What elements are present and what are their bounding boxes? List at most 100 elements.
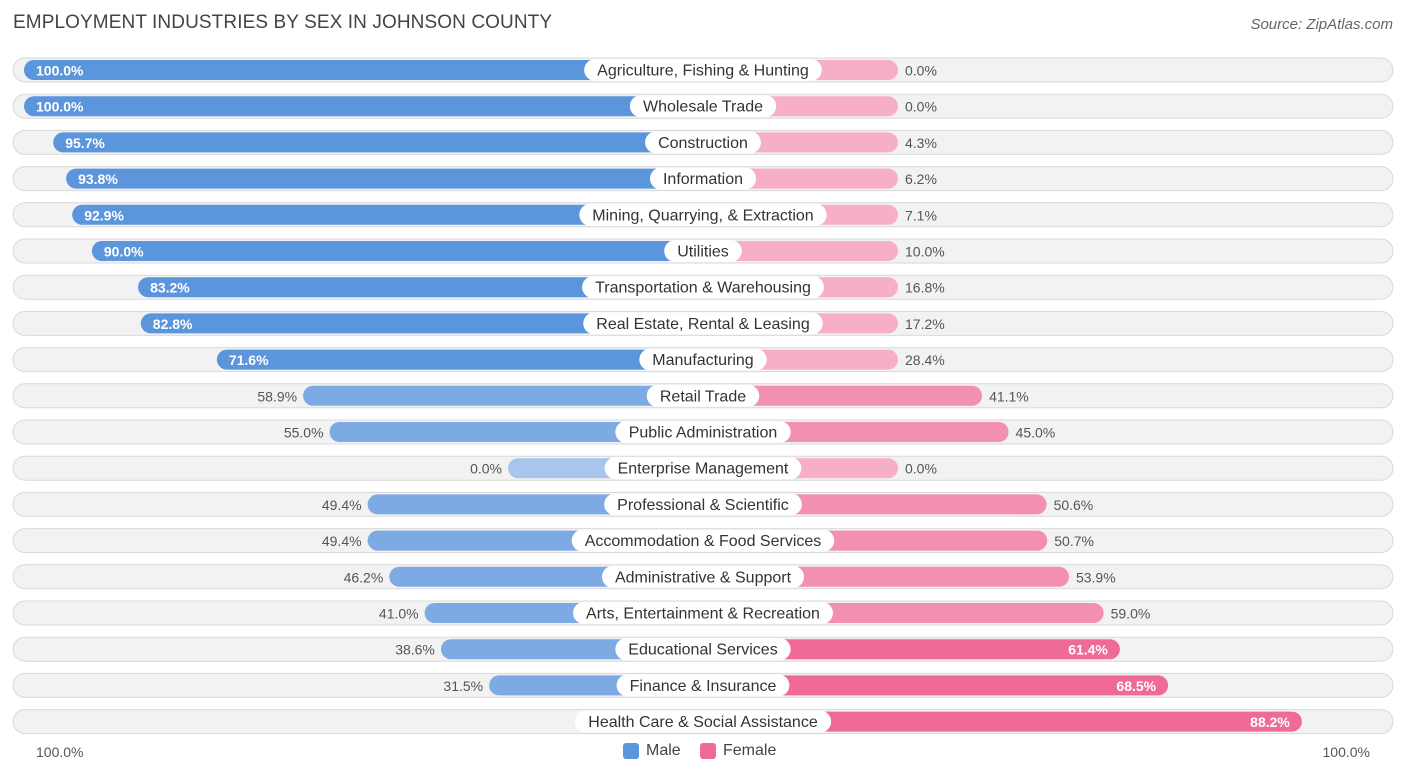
bar-male[interactable] <box>91 241 703 261</box>
chart-row: 55.0% 45.0% Public Administration <box>12 419 1394 445</box>
data-label-female: 88.2% <box>1250 714 1290 730</box>
data-label-male: 100.0% <box>36 99 84 115</box>
data-label-female: 7.1% <box>905 207 937 223</box>
chart-row: 11.8%88.2%Health Care & Social Assistanc… <box>12 709 1394 735</box>
data-label-male: 0.0% <box>470 461 502 477</box>
bar-male[interactable] <box>216 349 703 370</box>
chart-row: 90.0% 10.0% Utilities <box>12 238 1394 264</box>
chart-row: 0.0% 0.0% Enterprise Management <box>12 455 1394 481</box>
legend-female[interactable]: Female <box>700 742 776 760</box>
data-label-female: 61.4% <box>1068 642 1108 658</box>
category-pill <box>616 674 790 697</box>
bar-female[interactable] <box>703 711 1302 732</box>
data-label-male: 49.4% <box>322 533 362 549</box>
chart-row: 38.6% 61.4% Educational Services <box>12 636 1394 662</box>
chart-row: 49.4% 50.7% Accommodation & Food Services <box>12 528 1394 554</box>
bar-male[interactable] <box>72 204 704 225</box>
bar-female[interactable] <box>703 385 983 406</box>
bar-male[interactable] <box>66 168 703 189</box>
category-pill <box>601 565 805 588</box>
category-pill <box>579 203 827 226</box>
category-label: Mining, Quarrying, & Extraction <box>592 207 813 224</box>
axis-right-label: 100.0% <box>1322 744 1370 760</box>
data-label-female: 16.8% <box>905 280 945 296</box>
chart-row: 58.9% 41.1% Retail Trade <box>12 383 1394 409</box>
bar-male[interactable] <box>303 385 703 406</box>
data-label-female: 0.0% <box>905 461 937 477</box>
legend: Male Female <box>0 742 1406 764</box>
legend-male[interactable]: Male <box>623 742 681 760</box>
category-label: Utilities <box>677 244 729 261</box>
chart-row: 31.5% 68.5% Finance & Insurance <box>12 672 1394 698</box>
category-pill <box>573 602 833 624</box>
category-pill <box>646 384 760 407</box>
chart-row: 92.9% 7.1% Mining, Quarrying, & Extraction <box>12 202 1394 228</box>
bar-male[interactable] <box>53 132 703 153</box>
data-label-female: 59.0% <box>1111 606 1151 622</box>
category-pill <box>639 348 767 371</box>
category-label: Manufacturing <box>652 352 753 369</box>
category-label: Construction <box>658 135 748 152</box>
chart-row: 49.4% 50.6% Professional & Scientific <box>12 491 1394 517</box>
category-label: Retail Trade <box>660 388 746 405</box>
data-label-male: 31.5% <box>443 678 483 694</box>
category-pill <box>664 240 742 262</box>
category-label: Educational Services <box>628 642 777 659</box>
category-pill <box>615 638 791 661</box>
data-label-male: 49.4% <box>322 497 362 513</box>
data-label-female: 28.4% <box>905 352 945 368</box>
category-label: Public Administration <box>629 425 778 442</box>
chart-row: 100.0% 0.0% Wholesale Trade <box>12 93 1394 119</box>
data-label-male: 58.9% <box>257 388 297 404</box>
bar-male[interactable] <box>24 96 703 117</box>
category-pill <box>584 59 822 81</box>
bar-female[interactable] <box>703 241 898 261</box>
category-label: Professional & Scientific <box>617 497 789 514</box>
data-label-female: 17.2% <box>905 316 945 332</box>
data-label-male: 93.8% <box>78 171 118 187</box>
category-pill <box>574 710 832 733</box>
diverging-bar-chart: 100.0% 0.0% Agriculture, Fishing & Hunting… <box>12 57 1394 735</box>
chart-row: 71.6% 28.4% Manufacturing <box>12 347 1394 373</box>
chart-row: 100.0% 0.0% Agriculture, Fishing & Hunting <box>12 57 1394 83</box>
bar-male[interactable] <box>140 313 704 334</box>
bar-male[interactable] <box>24 60 703 80</box>
data-label-female: 45.0% <box>1016 425 1056 441</box>
category-label: Agriculture, Fishing & Hunting <box>597 63 809 80</box>
bar-female[interactable] <box>703 639 1120 660</box>
category-pill <box>604 493 802 516</box>
category-label: Enterprise Management <box>618 461 789 478</box>
data-label-male: 46.2% <box>344 569 384 585</box>
bar-male[interactable] <box>138 277 703 298</box>
category-pill <box>583 312 823 335</box>
bar-male[interactable] <box>329 422 703 442</box>
category-label: Administrative & Support <box>615 569 792 586</box>
category-pill <box>604 457 802 480</box>
data-label-female: 41.1% <box>989 388 1029 404</box>
category-pill <box>571 529 835 552</box>
data-label-female: 4.3% <box>905 135 937 151</box>
data-label-female: 53.9% <box>1076 569 1116 585</box>
chart-source: Source: ZipAtlas.com <box>1250 16 1393 33</box>
category-pill <box>645 131 761 154</box>
data-label-male: 71.6% <box>229 352 269 368</box>
bar-female[interactable] <box>703 675 1169 696</box>
data-label-male: 90.0% <box>104 244 144 260</box>
category-label: Wholesale Trade <box>643 99 763 116</box>
category-pill <box>582 276 824 299</box>
data-label-female: 10.0% <box>905 244 945 260</box>
category-label: Arts, Entertainment & Recreation <box>586 606 820 623</box>
data-label-female: 6.2% <box>905 171 937 187</box>
category-pill <box>649 167 757 190</box>
chart-title: EMPLOYMENT INDUSTRIES BY SEX IN JOHNSON … <box>13 12 553 33</box>
data-label-male: 41.0% <box>379 606 419 622</box>
legend-male-label: Male <box>646 742 681 759</box>
data-label-female: 68.5% <box>1116 678 1156 694</box>
legend-female-swatch <box>700 743 716 759</box>
data-label-male: 38.6% <box>395 642 435 658</box>
data-label-female: 50.6% <box>1054 497 1094 513</box>
axis-left-label: 100.0% <box>36 744 84 760</box>
data-label-female: 50.7% <box>1054 533 1094 549</box>
category-label: Accommodation & Food Services <box>585 533 822 550</box>
data-label-male: 100.0% <box>36 63 84 79</box>
